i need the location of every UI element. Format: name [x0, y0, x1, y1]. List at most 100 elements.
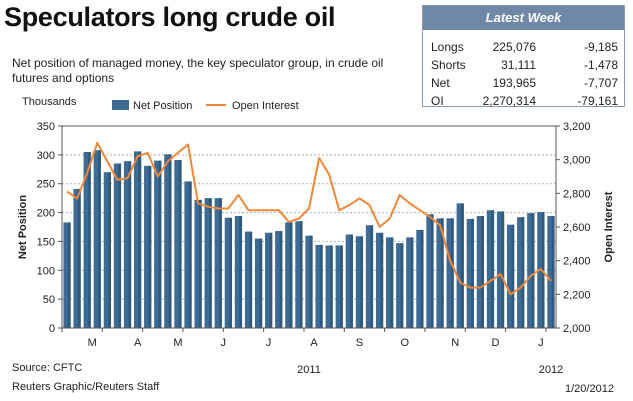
x-tick-label: J: [538, 337, 544, 349]
year-label: 2011: [297, 364, 321, 376]
bar-shade: [340, 245, 343, 328]
latest-week-row-net: Net 193,965 -7,707: [423, 76, 624, 94]
bar: [204, 198, 212, 328]
bar-layer: [63, 150, 555, 328]
y2-axis-title: Open Interest: [603, 191, 615, 262]
bar-shade: [299, 221, 303, 328]
bar-shade: [541, 211, 545, 328]
bar-shade: [350, 234, 353, 328]
bar-shade: [148, 165, 152, 328]
latest-week-row-longs: Longs 225,076 -9,185: [423, 40, 624, 58]
bar: [285, 222, 293, 328]
bar: [507, 224, 515, 328]
units-label: Thousands: [22, 96, 77, 108]
bar: [113, 163, 122, 328]
legend-label-net-position: Net Position: [133, 100, 192, 112]
bar: [355, 236, 364, 328]
x-tick-label: O: [400, 337, 409, 349]
bar: [446, 218, 454, 328]
row-value: 2,270,314: [482, 94, 536, 108]
bar: [265, 232, 273, 328]
bar-shade: [158, 160, 162, 328]
bar-shade: [168, 154, 172, 328]
bar-shade: [138, 151, 142, 328]
bar: [234, 216, 243, 328]
bar: [386, 237, 394, 328]
row-change: -79,161: [577, 94, 618, 108]
bar-shade: [209, 198, 212, 328]
bar: [486, 210, 495, 328]
bar-shade: [178, 160, 182, 328]
bar: [144, 165, 152, 328]
bar: [103, 172, 111, 328]
bar-shade: [511, 224, 515, 328]
legend: Net Position Open Interest: [112, 100, 299, 112]
bar: [547, 216, 555, 328]
bar: [305, 235, 313, 328]
row-change: -9,185: [583, 40, 618, 54]
bar: [416, 229, 424, 328]
legend-swatch-net-position: [112, 100, 129, 110]
bar: [63, 222, 71, 328]
bar-shade: [118, 163, 122, 328]
bar-shade: [259, 238, 263, 328]
bar: [275, 231, 283, 328]
row-value: 193,965: [492, 76, 536, 90]
bar-shade: [128, 161, 132, 328]
bar: [496, 211, 505, 328]
bar-shade: [481, 216, 485, 328]
x-tick-label: A: [310, 337, 318, 349]
credit-note: Reuters Graphic/Reuters Staff: [12, 381, 160, 393]
bar-shade: [501, 211, 505, 328]
x-tick-label: A: [134, 337, 142, 349]
bar-shade: [67, 222, 71, 328]
bar: [194, 199, 202, 328]
bar: [436, 218, 444, 328]
bar-shade: [219, 198, 222, 328]
bar: [426, 214, 434, 328]
source-note: Source: CFTC: [12, 362, 83, 374]
y-tick-label: 150: [37, 236, 55, 248]
row-label: Longs: [431, 40, 464, 54]
x-tick-label: D: [492, 337, 500, 349]
x-tick-label: J: [221, 337, 227, 349]
bar-shade: [551, 216, 555, 328]
bar: [133, 151, 142, 328]
bar: [466, 218, 474, 328]
bar-shade: [380, 232, 384, 328]
y2-tick-label: 2,600: [563, 222, 591, 234]
x-tick-label: N: [451, 337, 459, 349]
bar: [224, 217, 232, 328]
bar: [375, 232, 384, 328]
bar-shade: [330, 245, 333, 328]
row-label: Shorts: [431, 58, 466, 72]
row-change: -7,707: [583, 76, 618, 90]
bar-shade: [370, 225, 374, 328]
bar-shade: [420, 229, 424, 328]
legend-label-open-interest: Open Interest: [232, 100, 299, 112]
bar: [315, 244, 323, 328]
latest-week-panel: Latest Week Longs 225,076 -9,185 Shorts …: [422, 5, 625, 108]
bar-shade: [471, 218, 474, 328]
page-title: Speculators long crude oil: [4, 2, 336, 32]
x-tick-label: S: [356, 337, 363, 349]
x-tick-label: M: [173, 337, 182, 349]
bar-shade: [410, 237, 414, 328]
y-tick-label: 250: [37, 179, 55, 191]
y-tick-label: 50: [43, 294, 55, 306]
y2-tick-label: 2,400: [563, 256, 591, 268]
bar: [244, 231, 253, 328]
axis-layer: 0 50 100 150 200 250 300 350 2,000 2,200 2,400 2,60…: [17, 121, 615, 376]
bar-shade: [319, 244, 323, 328]
y2-tick-label: 3,200: [563, 121, 591, 133]
y-tick-label: 300: [37, 150, 55, 162]
latest-week-heading: Latest Week: [423, 6, 624, 30]
latest-week-row-shorts: Shorts 31,111 -1,478: [423, 58, 624, 76]
bar-shade: [88, 151, 91, 328]
bar: [406, 237, 414, 328]
bar: [174, 160, 182, 328]
bar: [325, 245, 333, 328]
y-tick-label: 350: [37, 121, 55, 133]
bar: [73, 188, 81, 328]
bar: [345, 234, 353, 328]
